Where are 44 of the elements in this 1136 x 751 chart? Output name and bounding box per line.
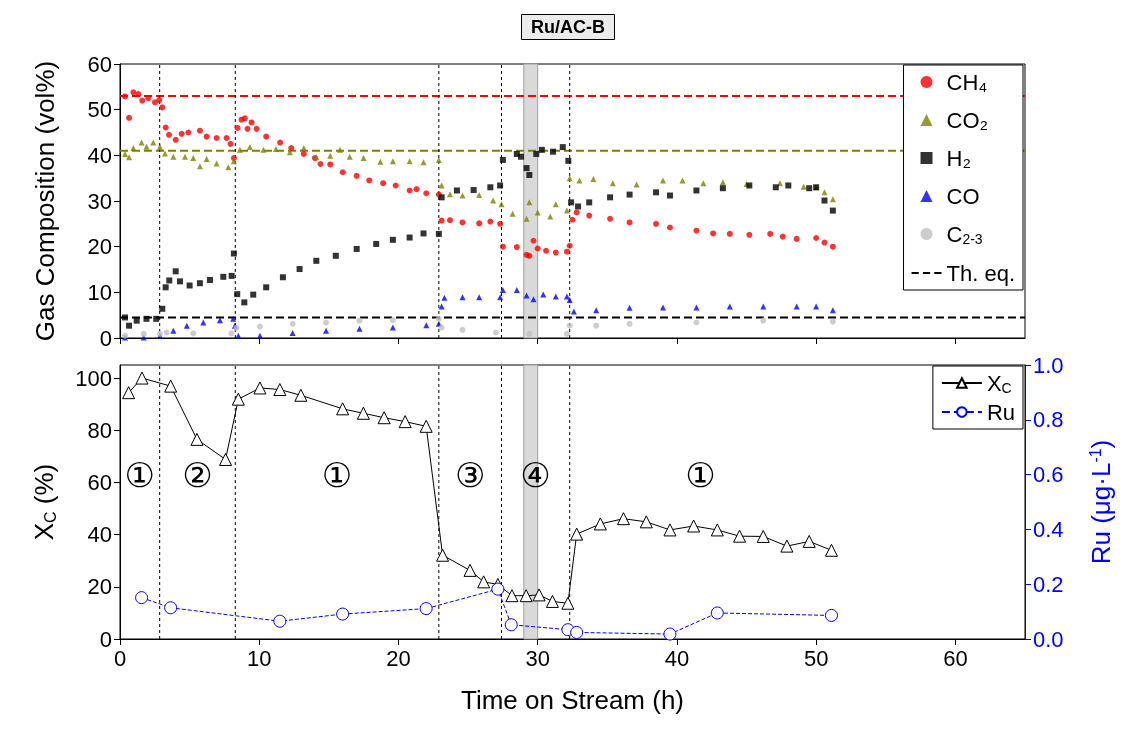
- y-tick-label: 100: [75, 365, 112, 391]
- y-tick-label: 20: [87, 574, 112, 600]
- legend-label: CO₂: [946, 107, 989, 133]
- annotation: ②: [182, 454, 213, 495]
- chart-title: Ru/AC-B: [531, 17, 605, 37]
- y2-tick-label: 0.4: [1033, 516, 1064, 542]
- x-tick-label: 10: [246, 645, 272, 671]
- legend-label: C2-3: [946, 221, 983, 247]
- legend-label: CO: [946, 183, 980, 209]
- y2-tick-label: 0.2: [1033, 571, 1064, 597]
- annotation: ①: [321, 454, 353, 495]
- x-tick-label: 40: [664, 645, 690, 671]
- x-tick-label: 20: [386, 645, 411, 671]
- y-axis-title: Gas Composition (vol%): [30, 60, 60, 342]
- annotation: ④: [520, 454, 551, 495]
- y-tick-label: 60: [87, 51, 112, 77]
- x-tick-label: 30: [525, 645, 550, 671]
- y-tick-label: 80: [87, 417, 112, 443]
- y2-tick-label: 0.6: [1033, 462, 1064, 488]
- legend-label: H₂: [946, 145, 971, 171]
- y2-tick-label: 1.0: [1033, 352, 1064, 378]
- legend-label: Ru: [986, 399, 1015, 425]
- legend-label: CH₄: [946, 69, 988, 95]
- y2-tick-label: 0.0: [1033, 626, 1064, 652]
- y-tick-label: 50: [87, 97, 112, 123]
- annotation: ①: [124, 454, 156, 495]
- y2-tick-label: 0.8: [1033, 407, 1064, 433]
- legend-label: XC: [986, 370, 1012, 396]
- y-tick-label: 40: [87, 522, 112, 548]
- y-tick-label: 10: [87, 279, 112, 305]
- y2-axis-title: Ru (μg·L-1): [1086, 439, 1116, 565]
- annotation: ①: [685, 454, 716, 495]
- y-tick-label: 0: [99, 626, 112, 652]
- y-tick-label: 20: [87, 234, 112, 260]
- x-tick-label: 50: [803, 645, 829, 671]
- x-axis-title: Time on Stream (h): [461, 685, 684, 715]
- legend-label: Th. eq.: [946, 260, 1015, 286]
- y-axis-title: XC (%): [29, 463, 59, 541]
- x-tick-label: 60: [943, 645, 968, 671]
- annotation: ③: [454, 454, 486, 495]
- y-tick-label: 0: [99, 325, 112, 351]
- y-tick-label: 30: [87, 188, 112, 214]
- y-tick-label: 40: [87, 142, 112, 168]
- y-tick-label: 60: [87, 469, 112, 495]
